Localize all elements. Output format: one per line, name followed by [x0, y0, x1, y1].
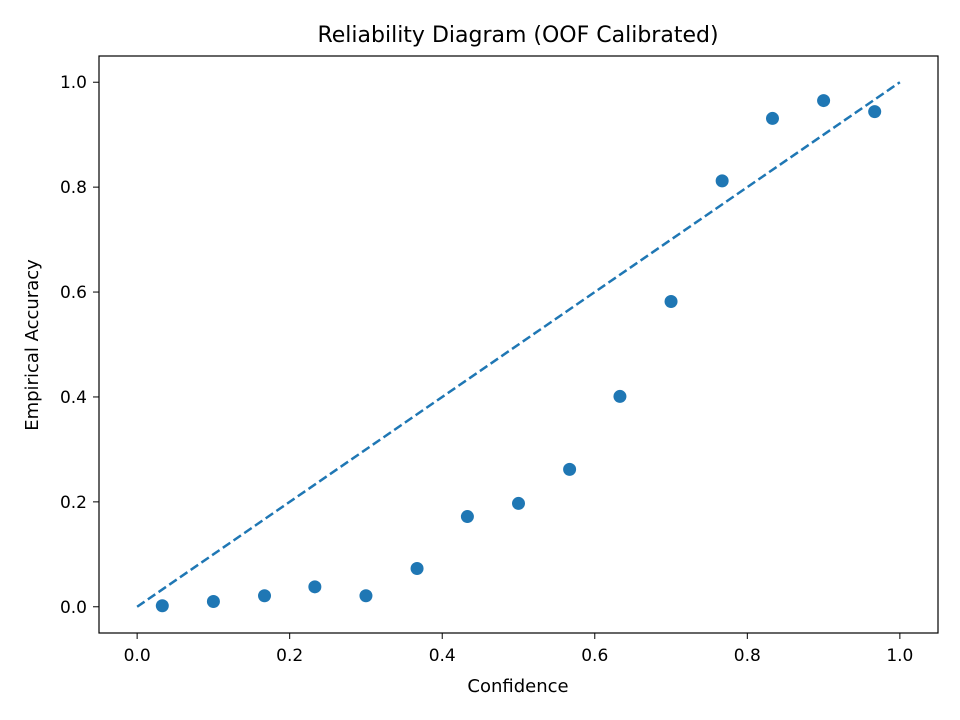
data-point-12: [715, 174, 729, 188]
y-tick-label: 0.0: [60, 598, 87, 618]
data-point-11: [664, 294, 678, 308]
data-point-8: [512, 496, 525, 510]
data-point-7: [460, 510, 474, 524]
data-points: [155, 94, 882, 613]
axis-ticks: 0.0 0.2 0.4 0.6 0.8 1.0 0.0 0.2 0.4 0.6 0.8 1.0: [60, 73, 913, 666]
data-point-10: [613, 389, 627, 403]
chart-title: Reliability Diagram (OOF Calibrated): [317, 23, 718, 48]
x-tick-label: 1.0: [886, 646, 913, 666]
y-tick-label: 0.8: [60, 178, 87, 198]
y-tick-label: 1.0: [60, 73, 87, 93]
x-tick-label: 0.2: [276, 646, 303, 666]
data-point-5: [359, 589, 373, 603]
x-tick-label: 0.0: [124, 646, 151, 666]
data-point-1: [155, 599, 169, 613]
reference-diagonal-line: [136, 81, 901, 608]
x-tick-label: 0.4: [429, 646, 456, 666]
x-tick-label: 0.6: [581, 646, 608, 666]
x-tick-label: 0.8: [734, 646, 761, 666]
data-point-3: [258, 589, 272, 603]
data-point-9: [563, 462, 577, 476]
y-tick-label: 0.6: [60, 283, 87, 303]
y-tick-label: 0.4: [60, 388, 87, 408]
plot-frame: [98, 55, 939, 634]
data-point-15: [868, 105, 882, 119]
data-point-13: [765, 111, 779, 125]
data-point-6: [410, 561, 424, 575]
data-point-14: [817, 94, 831, 108]
y-tick-label: 0.2: [60, 493, 87, 513]
data-point-4: [308, 580, 322, 594]
x-axis-label: Confidence: [467, 676, 568, 697]
data-point-2: [206, 595, 220, 609]
y-axis-label: Empirical Accuracy: [22, 259, 43, 431]
